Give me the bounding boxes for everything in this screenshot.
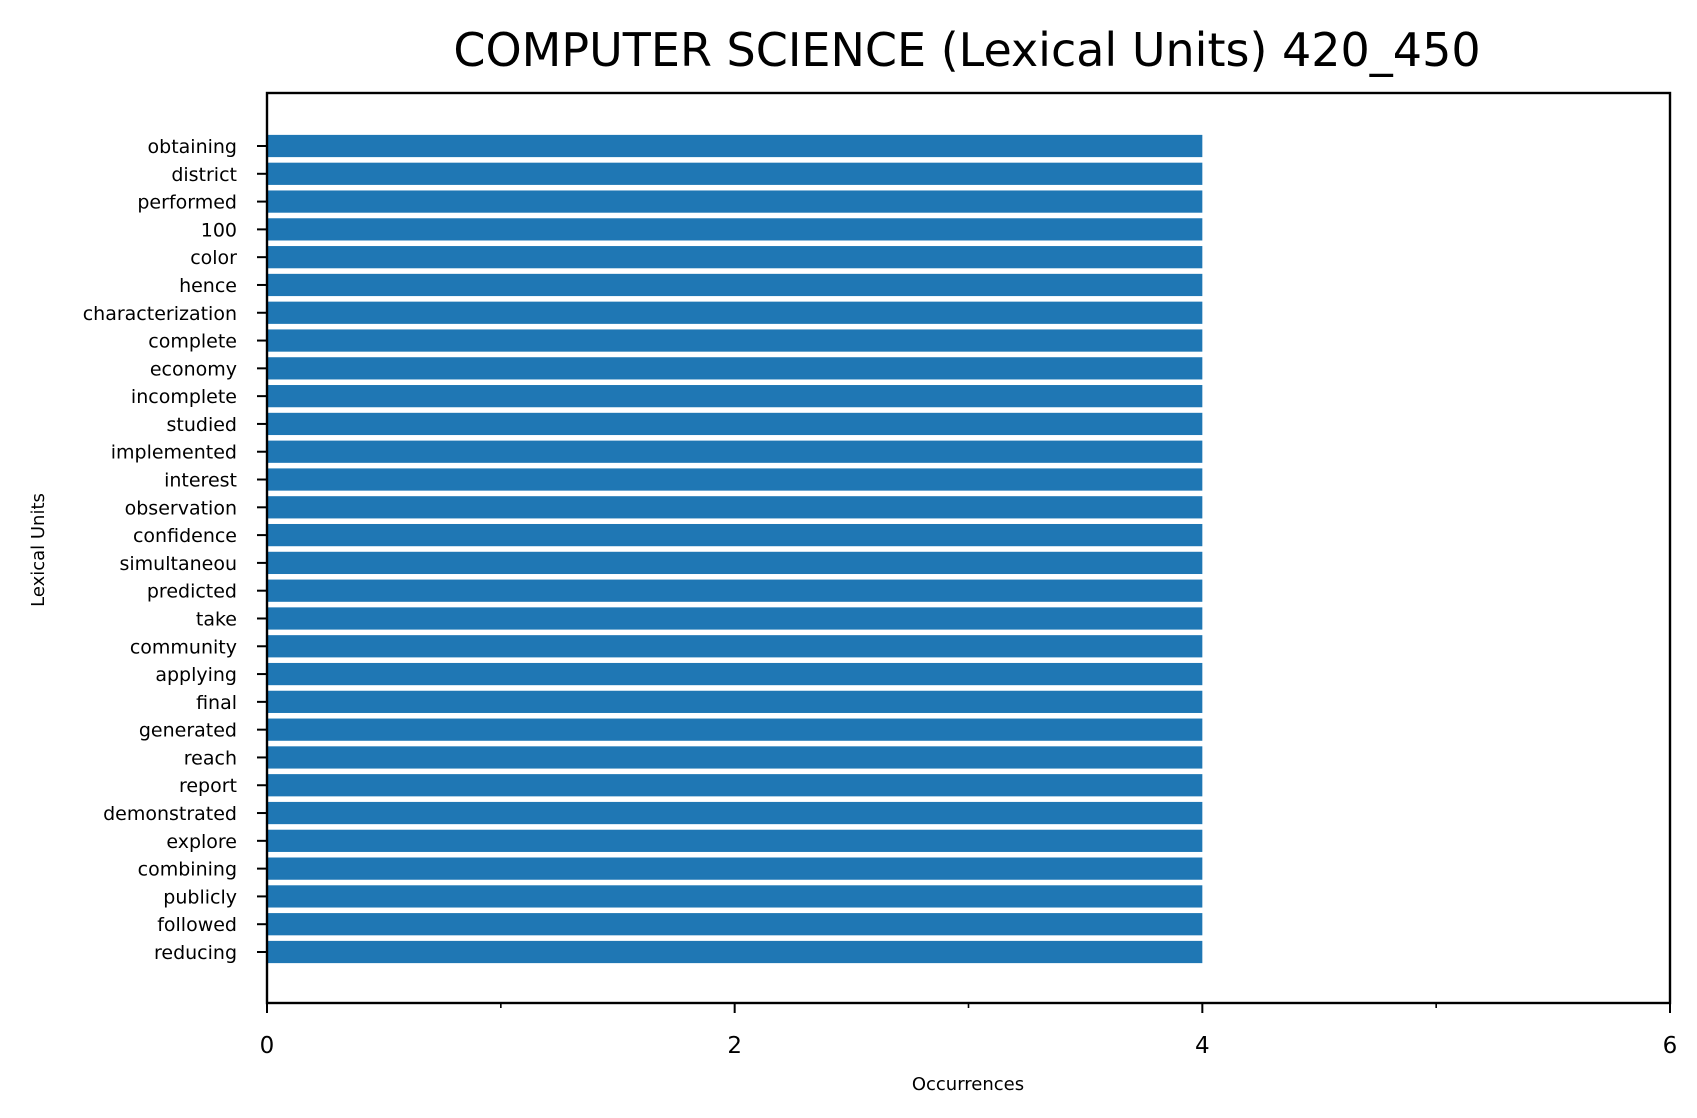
y-tick-label: implemented — [111, 442, 237, 464]
y-tick-label: studied — [167, 414, 237, 436]
y-tick-label: characterization — [83, 303, 237, 325]
bar — [267, 357, 1203, 380]
x-tick-label: 4 — [1195, 1033, 1210, 1059]
y-tick-label: interest — [164, 470, 237, 492]
y-tick-label: confidence — [133, 525, 237, 547]
bar — [267, 885, 1203, 908]
y-tick-label: report — [179, 775, 237, 797]
bar — [267, 774, 1203, 797]
bar — [267, 857, 1203, 880]
y-tick-label: publicly — [163, 886, 237, 908]
bar — [267, 162, 1203, 185]
bar — [267, 913, 1203, 936]
bar — [267, 218, 1203, 241]
y-axis-label: Lexical Units — [28, 493, 49, 607]
bar — [267, 829, 1203, 852]
y-tick-label: incomplete — [131, 386, 237, 408]
y-tick-label: complete — [148, 331, 237, 353]
bars-group — [267, 134, 1203, 964]
y-tick-label: community — [130, 636, 237, 658]
x-tick-label: 2 — [727, 1033, 742, 1059]
y-tick-label: reducing — [154, 942, 237, 964]
bar — [267, 718, 1203, 741]
bar — [267, 801, 1203, 825]
y-tick-label: color — [190, 247, 237, 269]
bar — [267, 746, 1203, 769]
y-tick-label: reach — [184, 747, 237, 769]
x-tick-label: 0 — [260, 1033, 275, 1059]
bar — [267, 246, 1203, 269]
y-tick-label: district — [171, 164, 237, 186]
y-tick-label: applying — [155, 664, 237, 686]
y-tick-label: take — [196, 608, 237, 630]
bar — [267, 190, 1203, 213]
bar — [267, 940, 1203, 964]
y-axis-ticks: obtaining district performed 100 color hence c… — [83, 136, 267, 964]
bar — [267, 301, 1203, 324]
bar — [267, 607, 1203, 630]
y-tick-label: obtaining — [148, 136, 237, 158]
bar — [267, 385, 1203, 408]
bar — [267, 329, 1203, 352]
y-tick-label: combining — [138, 859, 237, 881]
plot-frame — [265, 91, 1672, 1005]
bar — [267, 551, 1203, 575]
bar — [267, 523, 1203, 547]
y-tick-label: simultaneou — [120, 553, 238, 575]
y-tick-label: 100 — [201, 219, 237, 241]
bar — [267, 662, 1203, 686]
bar — [267, 690, 1203, 713]
x-axis-ticks: 0 2 4 6 — [260, 1003, 1678, 1059]
bar — [267, 273, 1203, 297]
y-tick-label: economy — [150, 358, 237, 380]
y-tick-label: hence — [179, 275, 237, 297]
y-tick-label: observation — [125, 497, 237, 519]
chart-title: COMPUTER SCIENCE (Lexical Units) 420_450 — [453, 23, 1480, 77]
bar — [267, 468, 1203, 491]
x-tick-label: 6 — [1663, 1033, 1678, 1059]
bar — [267, 134, 1203, 158]
bar — [267, 440, 1203, 463]
y-tick-label: predicted — [147, 581, 237, 603]
y-tick-label: generated — [139, 720, 237, 742]
y-tick-label: final — [196, 692, 237, 714]
bar — [267, 412, 1203, 436]
bar — [267, 579, 1203, 602]
bar — [267, 496, 1203, 519]
x-axis-label: Occurrences — [912, 1074, 1024, 1095]
y-tick-label: followed — [157, 914, 237, 936]
y-tick-label: performed — [137, 192, 237, 214]
y-tick-label: explore — [166, 831, 237, 853]
bar — [267, 635, 1203, 658]
y-tick-label: demonstrated — [103, 803, 237, 825]
